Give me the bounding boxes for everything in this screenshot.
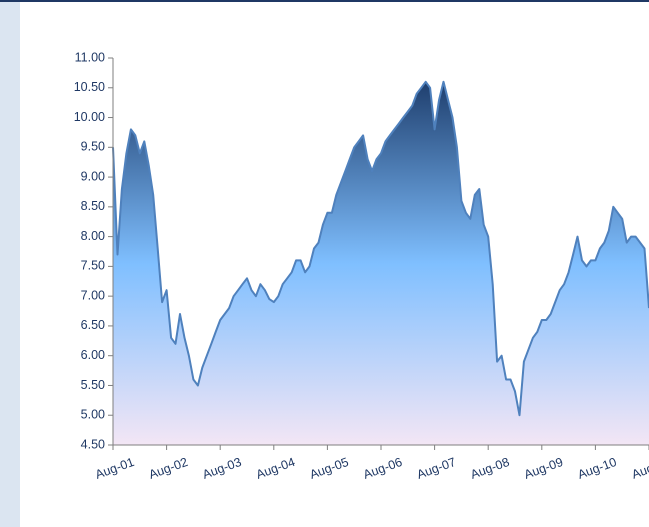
y-tick-label: 5.00 (81, 408, 105, 422)
y-tick-label: 7.50 (81, 259, 105, 273)
y-tick-label: 9.50 (81, 140, 105, 154)
y-tick-label: 10.50 (74, 80, 105, 94)
x-tick-label: Aug-03 (201, 455, 244, 482)
x-tick-label: Aug-05 (308, 455, 351, 482)
top-border (0, 0, 649, 2)
side-strip (0, 0, 20, 527)
area (113, 81, 649, 446)
y-tick-label: 7.00 (81, 288, 105, 302)
y-tick-label: 5.50 (81, 378, 105, 392)
y-tick-label: 8.00 (81, 229, 105, 243)
x-tick-label: Aug-01 (93, 455, 136, 482)
y-tick-label: 8.50 (81, 199, 105, 213)
y-tick-label: 4.50 (81, 437, 105, 451)
x-tick-label: Aug-11 (630, 455, 649, 482)
y-tick-label: 10.00 (74, 110, 105, 124)
x-tick-label: Aug-09 (522, 455, 565, 482)
y-tick-label: 6.50 (81, 318, 105, 332)
x-tick-label: Aug-04 (254, 455, 297, 482)
y-tick-label: 11.00 (75, 50, 105, 64)
x-tick-label: Aug-02 (147, 455, 190, 482)
line (112, 80, 649, 417)
y-tick-label: 6.00 (81, 348, 105, 362)
x-tick-label: Aug-07 (415, 455, 458, 482)
x-tick-label: Aug-06 (361, 455, 404, 482)
y-tick-label: 9.00 (81, 169, 105, 183)
x-tick-label: Aug-08 (469, 455, 512, 482)
x-tick-label: Aug-10 (576, 455, 619, 482)
